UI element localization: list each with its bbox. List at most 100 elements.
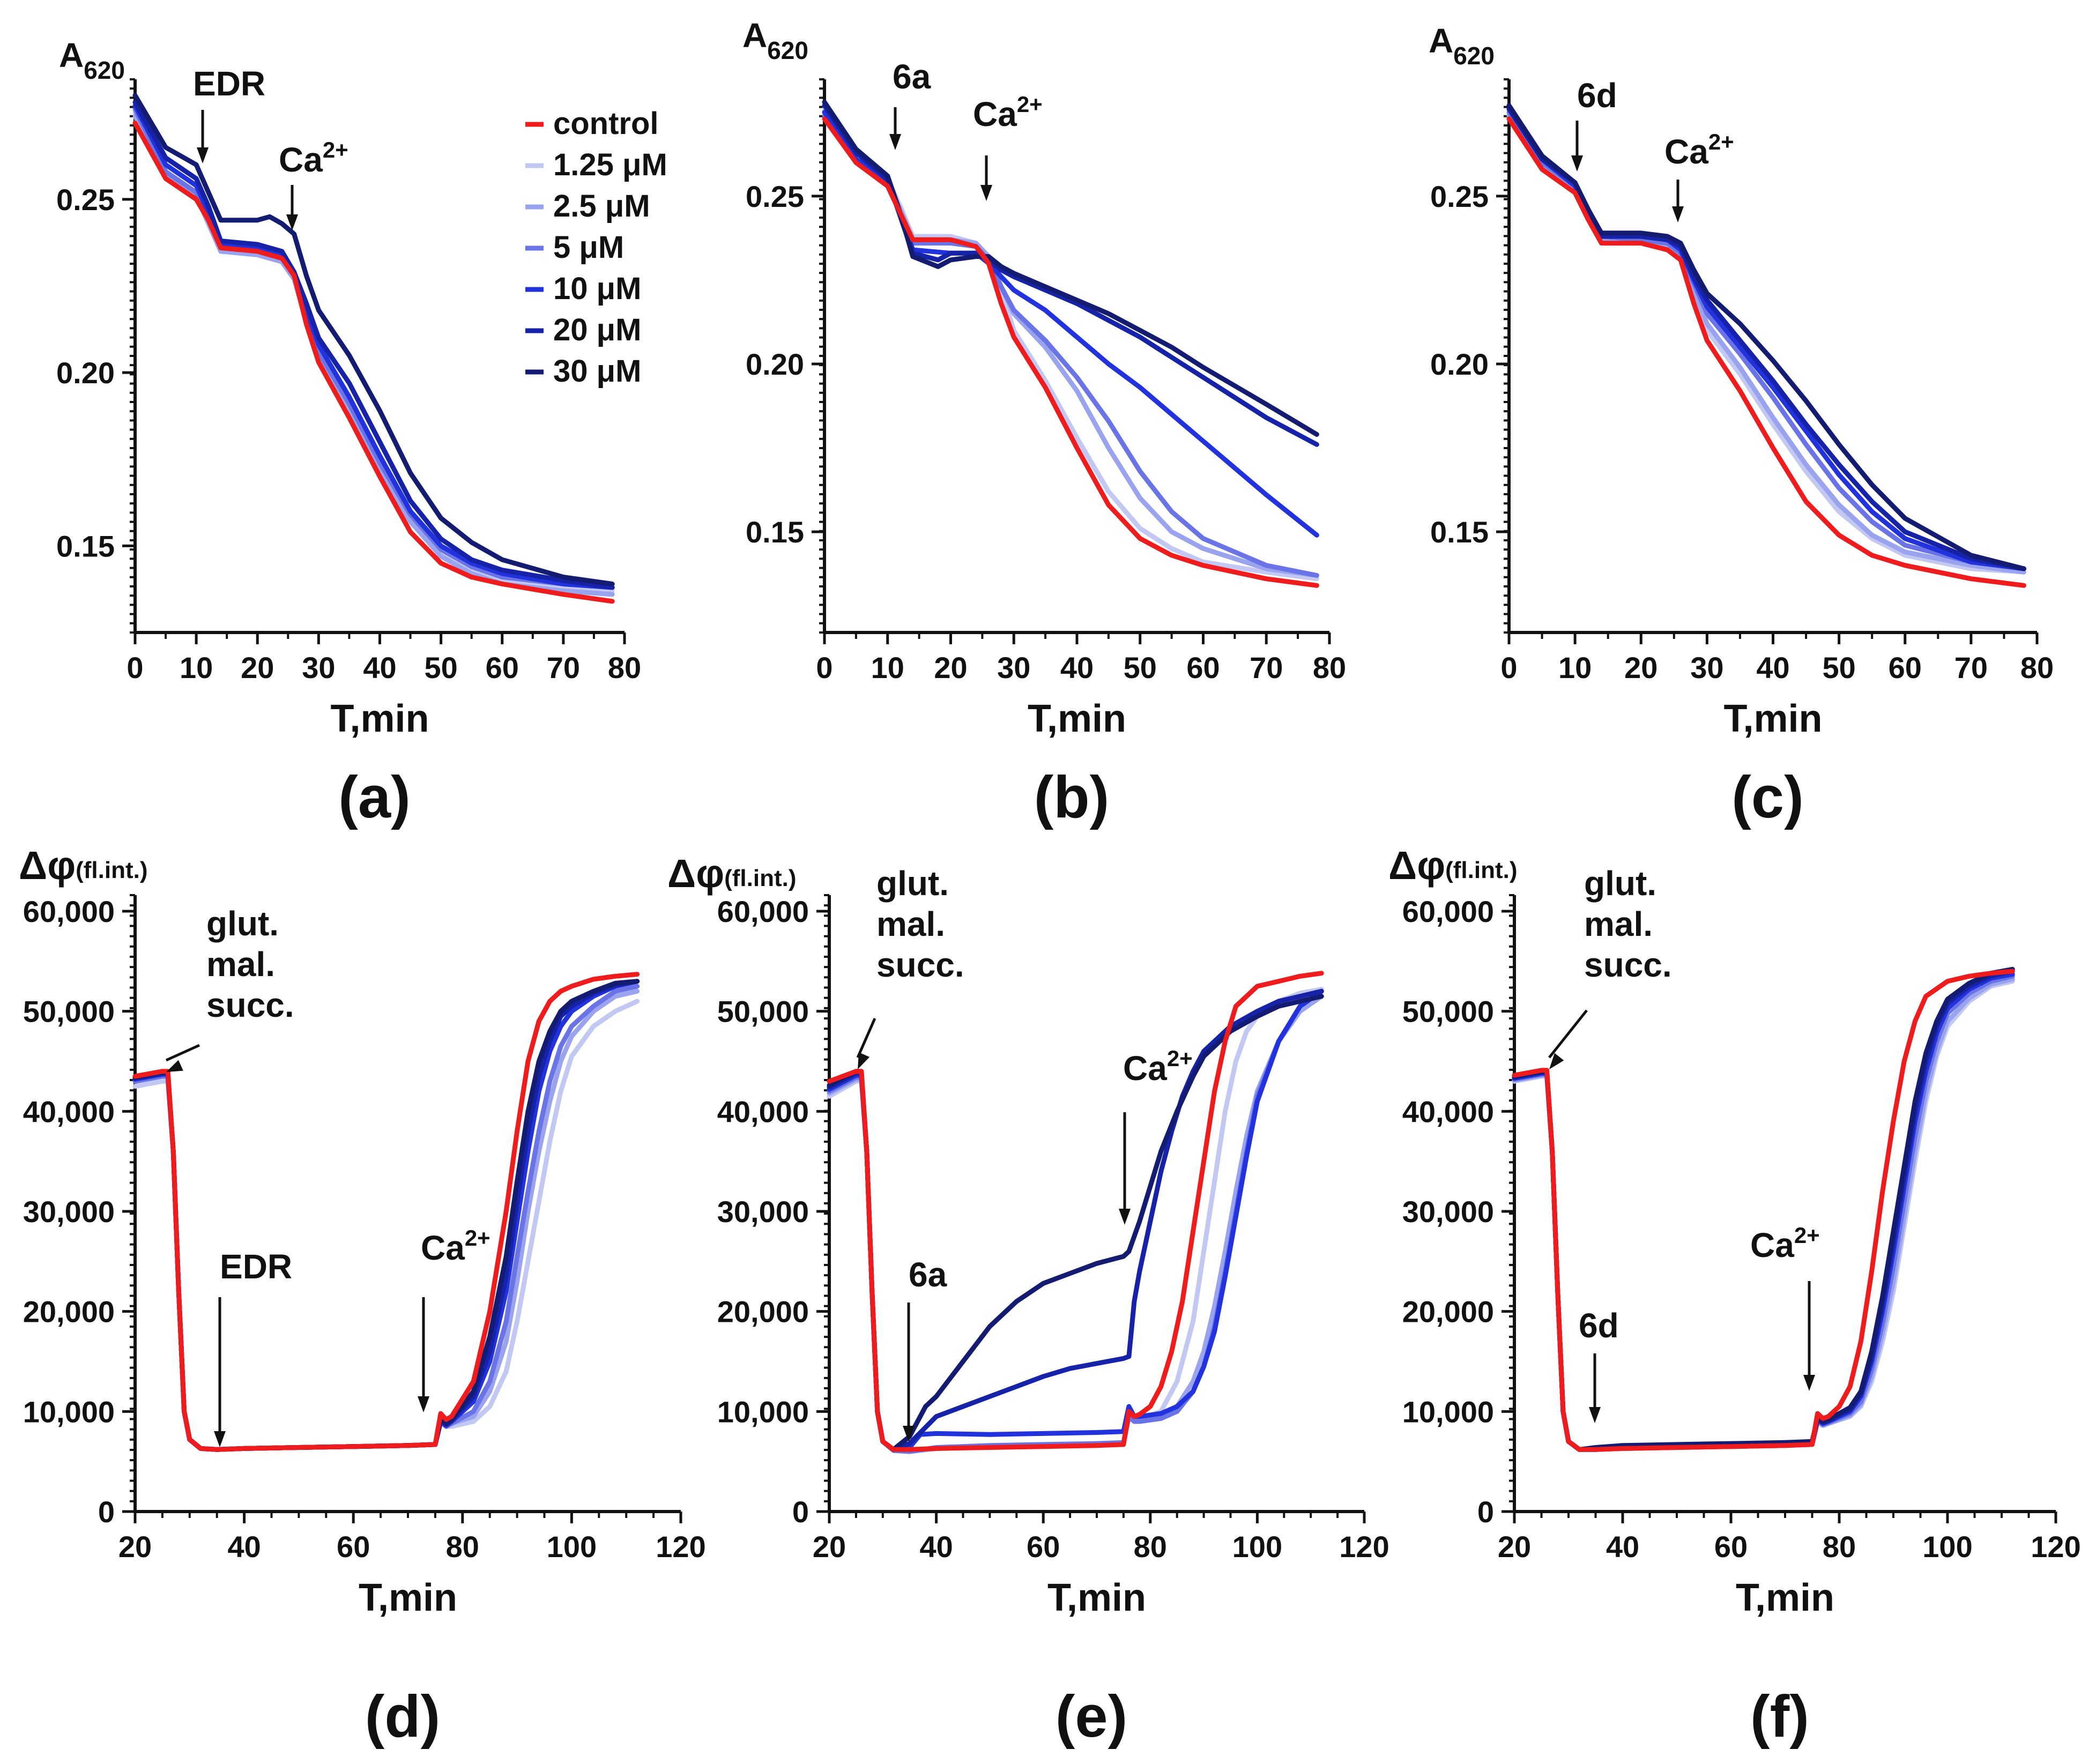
y-tick-label: 0 — [98, 1495, 115, 1529]
y-axis-label-main: Δφ — [1388, 843, 1445, 888]
arrow-head — [889, 134, 901, 150]
series-line-c10 — [822, 109, 1319, 538]
x-tick-label: 60 — [1714, 1530, 1748, 1564]
y-tick-label: 30,000 — [1402, 1195, 1494, 1229]
x-tick-label: 10 — [1558, 651, 1592, 684]
x-tick-label: 80 — [2020, 651, 2054, 684]
panel-e: 0 10,000 20,000 30,000 40,000 50,000 60,000 20 4… — [667, 851, 1389, 1750]
x-tick-label: 10 — [180, 651, 213, 684]
x-tick-label: 50 — [424, 651, 457, 684]
x-tick-label: 60 — [337, 1530, 370, 1564]
y-tick-label: 0.20 — [746, 347, 804, 381]
y-tick-label: 30,000 — [23, 1195, 115, 1229]
y-axis-label-main: A — [1429, 21, 1453, 60]
legend-label: 10 μM — [553, 271, 641, 306]
y-tick-label: 20,000 — [23, 1295, 115, 1329]
x-tick-label: 40 — [1606, 1530, 1639, 1564]
x-tick-label: 10 — [871, 651, 904, 684]
arrow-head — [1549, 1053, 1564, 1069]
panel-label: (e) — [1056, 1684, 1127, 1750]
annotation-label: glut. mal. succ. — [1584, 864, 1672, 984]
y-axis-label-sub: 620 — [84, 56, 125, 84]
annotation-main: Ca — [1750, 1226, 1794, 1264]
x-tick-label: 60 — [1027, 1530, 1060, 1564]
x-tick-label: 40 — [227, 1530, 261, 1564]
annotation-main: Ca — [279, 140, 323, 179]
y-axis-label: Δφ(fl.int.) — [1388, 843, 1518, 888]
series-line-c1_25 — [1506, 113, 2026, 575]
x-axis-label: T,min — [1736, 1576, 1834, 1619]
series-line-c10 — [827, 988, 1324, 1452]
y-axis-label: A620 — [742, 16, 808, 64]
arrow-head — [166, 1060, 183, 1072]
series-line-c2_5 — [1512, 977, 2015, 1452]
y-tick-label: 40,000 — [717, 1095, 809, 1128]
arrow-head — [418, 1396, 429, 1412]
annotation-label: 6d — [1579, 1306, 1619, 1345]
x-axis-label: T,min — [1723, 697, 1822, 740]
arrow-head — [858, 1052, 870, 1069]
series-line-c1_25 — [822, 106, 1319, 582]
x-tick-label: 50 — [1124, 651, 1157, 684]
panel-f: 0 10,000 20,000 30,000 40,000 50,000 60,000 20 4… — [1388, 843, 2081, 1750]
x-tick-label: 0 — [1500, 651, 1517, 684]
x-tick-label: 70 — [1250, 651, 1283, 684]
legend-label: 20 μM — [553, 312, 641, 347]
x-tick-label: 20 — [1498, 1530, 1531, 1564]
x-axis-label: T,min — [1028, 697, 1126, 740]
annotation-main: Ca — [1664, 132, 1708, 171]
arrow-head — [214, 1431, 226, 1447]
series-line-c5 — [132, 107, 615, 590]
annotation-label: Ca2+ — [973, 92, 1043, 133]
y-tick-label: 0.25 — [56, 183, 115, 217]
series-line-c10 — [132, 979, 640, 1452]
x-tick-label: 100 — [1232, 1530, 1282, 1564]
x-tick-label: 80 — [608, 651, 641, 684]
arrow-head — [1672, 206, 1684, 222]
y-tick-label: 0.20 — [56, 356, 115, 390]
annotation-label: Ca2+ — [1123, 1046, 1193, 1088]
x-axis-label: T,min — [1047, 1576, 1146, 1619]
x-tick-label: 0 — [816, 651, 833, 684]
series-line-control — [1512, 969, 2015, 1452]
x-tick-label: 80 — [1823, 1530, 1856, 1564]
y-tick-label: 0.15 — [1430, 515, 1489, 549]
x-tick-label: 60 — [1186, 651, 1220, 684]
annotation-line: mal. — [876, 905, 945, 943]
annotation-sup: 2+ — [1708, 129, 1734, 154]
y-tick-label: 0.20 — [1430, 347, 1489, 381]
legend-label: 2.5 μM — [553, 189, 650, 224]
x-tick-label: 20 — [934, 651, 967, 684]
annotation-line: succ. — [876, 946, 964, 984]
y-tick-label: 50,000 — [1402, 995, 1494, 1029]
panel-a: 0.15 0.20 0.25 0 10 20 30 40 50 60 70 80 T,min A620 ED… — [56, 36, 641, 830]
arrow-shaft — [856, 1017, 876, 1059]
annotation-line: mal. — [206, 945, 275, 984]
series-line-c30 — [132, 93, 615, 586]
series-line-c2_5 — [132, 988, 640, 1452]
panel-label: (f) — [1750, 1684, 1809, 1750]
y-tick-label: 20,000 — [717, 1295, 809, 1329]
y-tick-label: 0.25 — [1430, 180, 1489, 213]
y-tick-label: 10,000 — [23, 1395, 115, 1428]
legend-label: control — [553, 106, 659, 141]
y-axis-label: A620 — [1429, 21, 1495, 70]
legend-label: 1.25 μM — [553, 147, 667, 182]
x-tick-label: 20 — [813, 1530, 846, 1564]
series-line-c10 — [1506, 106, 2026, 571]
y-axis-label-main: A — [59, 36, 84, 75]
series-line-control — [132, 121, 615, 604]
y-tick-label: 60,000 — [1402, 895, 1494, 928]
annotation-line: mal. — [1584, 905, 1653, 943]
panel-d: 0 10,000 20,000 30,000 40,000 50,000 60,000 20 4… — [19, 843, 706, 1750]
annotation-label: glut. mal. succ. — [206, 904, 294, 1024]
y-axis-label-sub: (fl.int.) — [76, 857, 147, 883]
series-line-control — [822, 116, 1319, 588]
annotation-label: Ca2+ — [1664, 129, 1734, 171]
x-tick-label: 100 — [547, 1530, 597, 1564]
x-tick-label: 20 — [241, 651, 274, 684]
y-tick-label: 0.15 — [56, 529, 115, 563]
series-line-c1_25 — [132, 999, 640, 1452]
y-axis-label: A620 — [59, 36, 125, 84]
x-tick-label: 20 — [1624, 651, 1658, 684]
